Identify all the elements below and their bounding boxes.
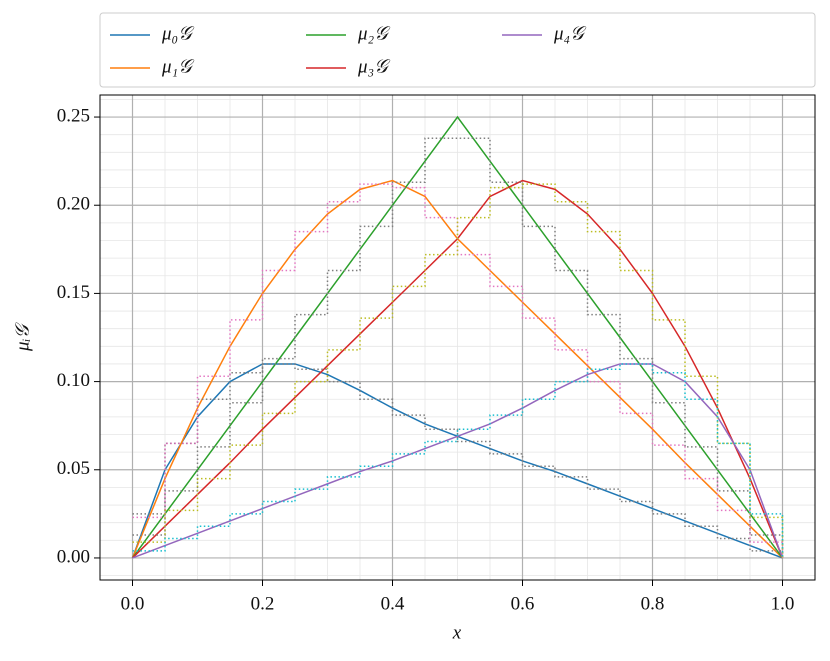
step-line: [132, 363, 784, 558]
x-tick-label: 0.2: [251, 593, 275, 614]
y-tick-label: 0.25: [57, 105, 90, 126]
line: [132, 363, 784, 559]
x-tick-label: 0.0: [121, 593, 145, 614]
x-tick-label: 0.4: [381, 593, 405, 614]
legend-label: μ₃𝒢: [357, 56, 391, 77]
y-tick-label: 0.10: [57, 370, 90, 391]
legend-label: μ₄𝒢: [553, 23, 587, 44]
y-tick-label: 0.20: [57, 194, 90, 215]
x-tick-label: 1.0: [771, 593, 795, 614]
y-tick-label: 0.15: [57, 282, 90, 303]
legend-label: μ₁𝒢: [161, 56, 195, 77]
y-tick-label: 0.05: [57, 458, 90, 479]
plot-frame: [99, 94, 816, 581]
x-axis-label: x: [452, 622, 462, 643]
x-tick-label: 0.6: [511, 593, 535, 614]
step-line: [132, 183, 784, 558]
y-tick-label: 0.00: [57, 546, 90, 567]
legend-box: [99, 12, 816, 88]
legend-label: μ₂𝒢: [357, 23, 391, 44]
x-tick-label: 0.8: [641, 593, 665, 614]
y-axis-label: μᵢ𝒢: [12, 321, 33, 352]
line: [131, 115, 784, 559]
legend-label: μ₀𝒢: [161, 23, 195, 44]
step-line: [132, 363, 784, 558]
legend: μ₀𝒢 μ₁𝒢 μ₂𝒢 μ₃𝒢 μ₄𝒢: [99, 12, 816, 88]
